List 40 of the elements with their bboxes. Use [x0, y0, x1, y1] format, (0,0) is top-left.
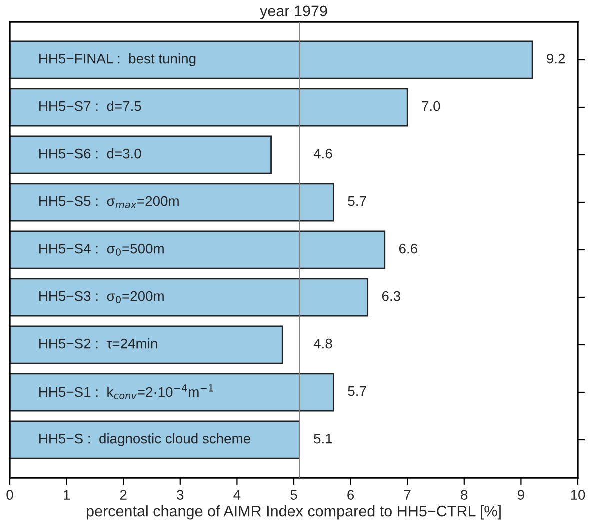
- bar: [10, 278, 369, 317]
- x-tick-label: 9: [518, 490, 524, 500]
- bar: [10, 230, 386, 270]
- data-label: 4.8: [314, 338, 332, 349]
- y-tick-label: HH5−S : diagnostic cloud scheme: [40, 434, 250, 446]
- bar: [10, 183, 334, 222]
- data-label: 7.0: [422, 101, 440, 112]
- data-label: 6.6: [399, 244, 418, 254]
- x-axis-title: percental change of AIMR Index compared to HH5−CTRL [%]: [87, 506, 501, 520]
- bar: [10, 373, 334, 412]
- y-tick-label: HH5−S2 : τ=24min: [40, 338, 158, 349]
- x-tick-label: 1: [64, 490, 70, 500]
- y-tick-label: HH5−S6 : d=3.0: [40, 148, 142, 159]
- y-tick-label: HH5−FINAL : best tuning: [40, 54, 196, 66]
- x-tick-label: 4: [234, 490, 241, 500]
- data-label: 5.7: [348, 386, 366, 396]
- x-tick-label: 6: [348, 490, 354, 500]
- bar: [10, 420, 300, 460]
- y-tick-label: HH5−S3 : σ$_{0}$=200m: [40, 291, 164, 304]
- x-tick-label: 3: [177, 490, 184, 500]
- x-tick-label: 8: [461, 490, 468, 500]
- data-label: 9.2: [547, 54, 566, 64]
- bar: [10, 326, 284, 364]
- data-label: 5.7: [348, 196, 366, 206]
- x-tick-label: 7: [404, 490, 411, 500]
- x-tick-label: 10: [571, 490, 586, 500]
- y-tick-label: HH5−S1 : k$_{conv}$=2·10$^{−4}$m$^{−1}$: [40, 384, 214, 400]
- data-label: 5.1: [314, 434, 332, 444]
- data-label: 4.6: [314, 148, 332, 159]
- bar: [10, 136, 272, 174]
- x-tick-label: 2: [120, 490, 127, 500]
- bar: [10, 40, 534, 80]
- chart-title: year 1979: [260, 6, 328, 20]
- data-label: 6.3: [382, 291, 400, 302]
- bar: [10, 88, 408, 127]
- y-tick-label: HH5−S4 : σ$_{0}$=500m: [40, 244, 164, 256]
- y-tick-label: HH5−S7 : d=7.5: [40, 101, 142, 112]
- y-tick-label: HH5−S5 : σ$_{max}$=200m: [40, 196, 179, 208]
- x-tick-label: 0: [6, 490, 14, 500]
- x-tick-label: 5: [290, 490, 298, 500]
